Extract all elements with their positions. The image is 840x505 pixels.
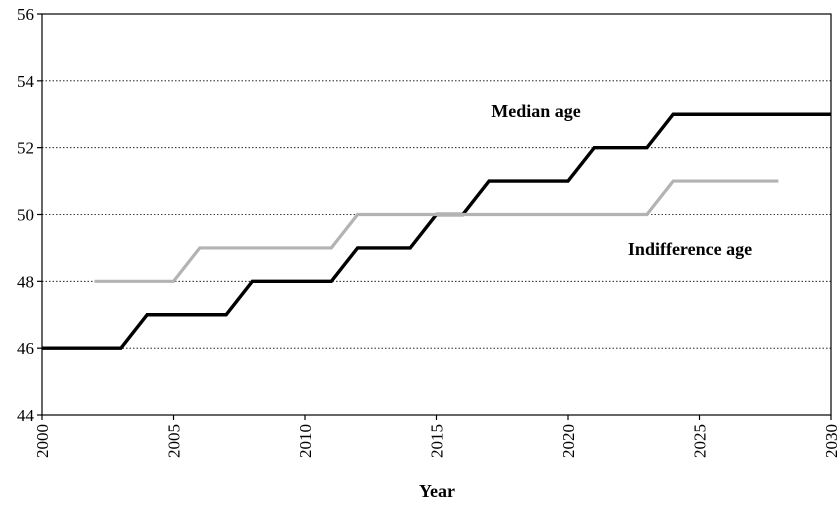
series-label-median-age: Median age [491,101,581,121]
x-tick-label-2025: 2025 [691,424,710,458]
y-tick-label-52: 52 [17,139,34,158]
x-tick-label-2030: 2030 [822,424,840,458]
tick-labels: 44 46 48 50 52 54 56 2000 2005 2010 2015 2020 2025 20… [17,5,840,458]
y-tick-label-48: 48 [17,272,34,291]
y-tick-label-46: 46 [17,339,34,358]
x-tick-label-2010: 2010 [296,424,315,458]
x-tick-label-2015: 2015 [428,424,447,458]
series-line-median-age [42,112,831,350]
y-tick-label-54: 54 [17,72,35,91]
series-label-indifference-age: Indifference age [628,239,752,259]
x-tick-label-2020: 2020 [559,424,578,458]
axes [37,13,832,420]
series-lines [42,112,831,350]
series-line-indifference-age [94,179,779,283]
y-tick-label-56: 56 [17,5,34,24]
x-tick-label-2005: 2005 [165,424,184,458]
x-axis-title: Year [419,481,455,501]
y-tick-label-44: 44 [17,406,35,425]
x-tick-label-2000: 2000 [33,424,52,458]
y-tick-label-50: 50 [17,206,34,225]
